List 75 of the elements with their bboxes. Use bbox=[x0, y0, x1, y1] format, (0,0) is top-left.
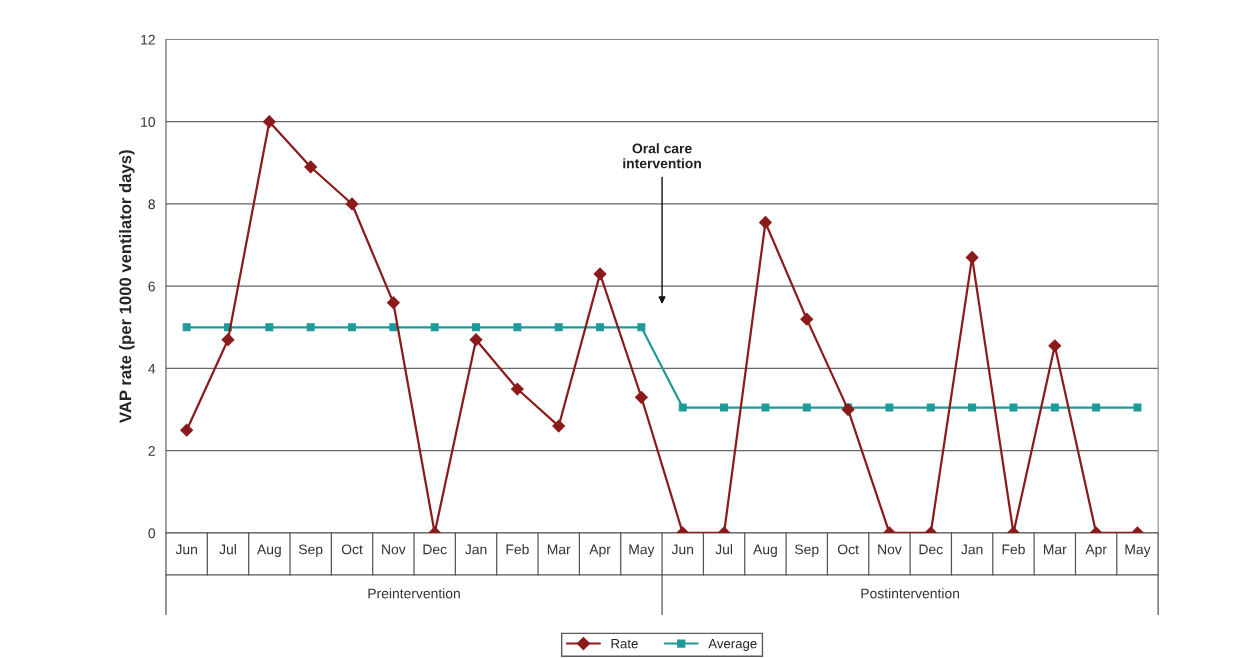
x-tick-label: Apr bbox=[1085, 544, 1107, 558]
legend-label: Rate bbox=[611, 639, 638, 649]
point bbox=[513, 323, 522, 332]
point bbox=[593, 267, 607, 281]
point bbox=[554, 323, 563, 332]
y-tick-label: 8 bbox=[148, 199, 155, 210]
x-tick-label: Aug bbox=[257, 544, 281, 558]
point bbox=[965, 251, 979, 264]
x-tick-label: Dec bbox=[423, 544, 447, 555]
point bbox=[885, 403, 894, 412]
point bbox=[552, 419, 566, 433]
y-axis-title: VAP rate (per 1000 ventilator days) bbox=[119, 150, 135, 423]
point bbox=[841, 403, 855, 417]
point bbox=[637, 323, 646, 332]
point bbox=[800, 312, 814, 326]
x-tick-label: Sep bbox=[795, 544, 819, 558]
point bbox=[180, 423, 194, 437]
x-tick-label: Mar bbox=[1043, 544, 1067, 555]
legend-label: Average bbox=[708, 639, 757, 651]
point bbox=[1009, 403, 1018, 412]
point bbox=[469, 333, 483, 347]
point bbox=[430, 323, 439, 332]
point bbox=[634, 390, 648, 404]
text: Postintervention bbox=[861, 588, 959, 599]
x-tick-label: Sep bbox=[298, 544, 323, 558]
point bbox=[345, 197, 359, 211]
x-tick-label: Oct bbox=[341, 544, 363, 555]
point bbox=[262, 115, 276, 129]
point bbox=[596, 323, 605, 332]
point bbox=[306, 323, 315, 332]
y-tick-label: 10 bbox=[141, 117, 156, 127]
point bbox=[510, 382, 524, 396]
point bbox=[1133, 403, 1142, 412]
x-tick-label: Aug bbox=[753, 544, 777, 558]
x-tick-label: Jan bbox=[961, 544, 983, 555]
x-tick-label: Dec bbox=[919, 544, 943, 555]
point bbox=[720, 403, 729, 412]
x-tick-label: Feb bbox=[506, 544, 529, 555]
point bbox=[761, 403, 770, 412]
x-tick-label: Jul bbox=[219, 544, 236, 555]
x-tick-label: Mar bbox=[547, 544, 571, 555]
point bbox=[926, 403, 935, 412]
x-tick-label: Apr bbox=[589, 544, 611, 558]
y-tick-label: 0 bbox=[148, 528, 156, 539]
y-tick-label: 2 bbox=[148, 446, 155, 456]
point bbox=[802, 403, 811, 412]
point bbox=[968, 403, 977, 412]
text: Preintervention bbox=[368, 588, 460, 599]
point bbox=[182, 323, 191, 332]
x-tick-label: Nov bbox=[382, 544, 406, 555]
x-tick-label: Jun bbox=[671, 544, 694, 555]
point bbox=[678, 403, 687, 412]
x-tick-label: Nov bbox=[878, 544, 902, 555]
point bbox=[265, 323, 274, 332]
point bbox=[759, 216, 772, 229]
x-tick-label: Feb bbox=[1002, 544, 1025, 555]
y-tick-label: 6 bbox=[148, 281, 155, 292]
y-tick-label: 4 bbox=[148, 363, 156, 374]
y-tick-label: 12 bbox=[141, 34, 155, 45]
x-tick-label: Oct bbox=[837, 544, 859, 555]
point bbox=[348, 323, 357, 332]
annotation: Oral care intervention bbox=[623, 143, 701, 169]
point bbox=[304, 160, 318, 174]
x-tick-label: Jul bbox=[715, 544, 733, 555]
point bbox=[386, 296, 400, 310]
point bbox=[472, 323, 481, 332]
x-tick-label: Jan bbox=[465, 544, 487, 555]
point bbox=[1092, 403, 1101, 412]
x-tick-label: Jun bbox=[175, 544, 197, 555]
point bbox=[1048, 339, 1062, 353]
x-tick-label: May bbox=[629, 544, 655, 558]
point bbox=[221, 333, 235, 347]
point bbox=[1050, 403, 1059, 412]
point bbox=[389, 323, 398, 332]
x-tick-label: May bbox=[1125, 544, 1151, 558]
